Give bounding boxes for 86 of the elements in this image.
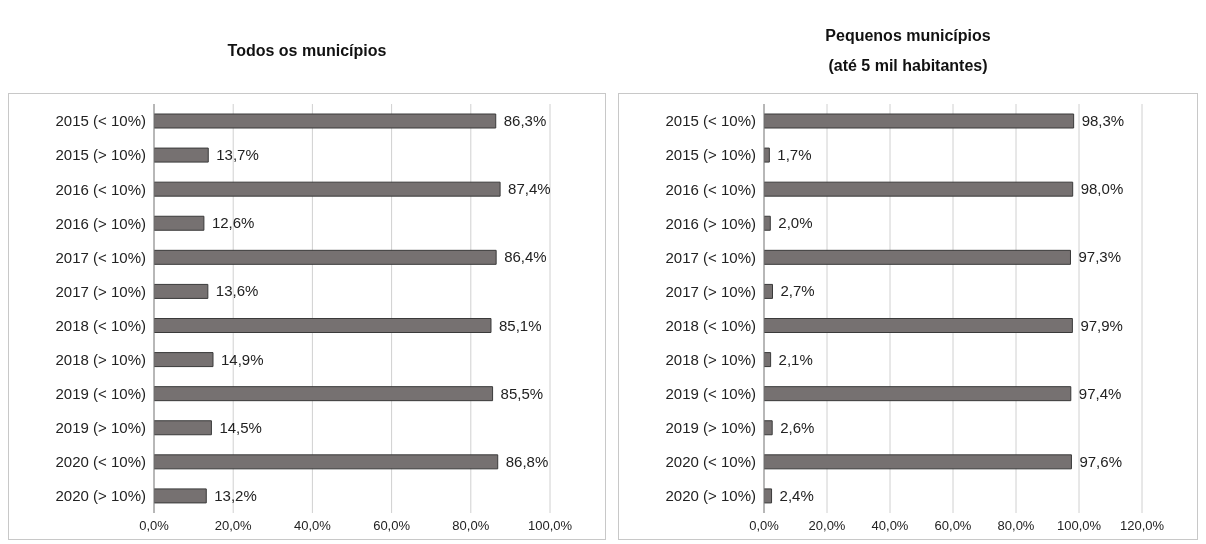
data-label: 13,6% (215, 282, 259, 300)
y-tick-label: 2017 (< 10%) (665, 248, 756, 266)
x-tick-label: 0,0% (749, 518, 780, 534)
data-label: 2,0% (778, 214, 813, 232)
y-tick-label: 2019 (> 10%) (55, 419, 146, 437)
bar (154, 420, 212, 436)
data-label: 86,3% (503, 112, 547, 129)
bar (154, 454, 499, 470)
bar (154, 249, 497, 265)
data-label: 86,8% (505, 452, 549, 470)
y-tick-label: 2019 (< 10%) (55, 385, 146, 403)
bar (764, 318, 1073, 333)
bar (764, 181, 1074, 197)
data-label: 13,2% (214, 486, 257, 504)
bar (764, 488, 773, 504)
y-tick-label: 2017 (> 10%) (55, 282, 146, 300)
bar (154, 181, 501, 197)
data-label: 97,3% (1078, 248, 1122, 266)
bar (154, 113, 497, 129)
chart-subtitle: (até 5 mil habitantes) (828, 55, 988, 76)
y-tick-label: 2017 (> 10%) (665, 282, 756, 300)
chart-title: Todos os municípios (227, 40, 387, 61)
x-tick-label: 20,0% (808, 518, 846, 534)
data-label: 87,4% (508, 180, 551, 198)
data-label: 97,6% (1079, 452, 1122, 470)
y-tick-label: 2020 (< 10%) (665, 453, 756, 471)
bar (154, 488, 207, 504)
data-label: 14,5% (219, 418, 262, 436)
x-tick-label: 60,0% (373, 518, 411, 534)
bar (154, 318, 492, 333)
x-tick-label: 80,0% (997, 518, 1035, 534)
y-tick-label: 2016 (< 10%) (665, 180, 756, 198)
bar (154, 352, 214, 368)
data-label: 2,4% (779, 486, 814, 504)
data-label: 13,7% (216, 146, 259, 164)
bar (154, 215, 205, 231)
y-tick-label: 2018 (< 10%) (665, 316, 756, 334)
bar (154, 386, 494, 402)
data-label: 2,1% (778, 350, 813, 368)
data-label: 98,0% (1080, 180, 1124, 198)
x-tick-label: 80,0% (452, 518, 490, 534)
y-tick-label: 2015 (< 10%) (55, 112, 146, 130)
y-tick-label: 2015 (> 10%) (55, 146, 146, 164)
y-tick-label: 2020 (> 10%) (55, 487, 146, 505)
y-tick-label: 2018 (> 10%) (55, 350, 146, 368)
data-label: 85,5% (500, 384, 544, 402)
bar (764, 386, 1072, 402)
y-tick-label: 2015 (< 10%) (665, 112, 756, 130)
data-label: 2,6% (780, 418, 815, 436)
y-tick-label: 2020 (< 10%) (55, 453, 146, 471)
y-tick-label: 2018 (> 10%) (665, 350, 756, 368)
y-tick-label: 2019 (> 10%) (665, 419, 756, 437)
bar (154, 147, 209, 163)
y-tick-label: 2015 (> 10%) (665, 146, 756, 164)
x-tick-label: 60,0% (934, 518, 972, 534)
data-label: 97,4% (1078, 384, 1122, 402)
data-label: 14,9% (221, 350, 264, 368)
bar (764, 283, 774, 299)
y-tick-label: 2019 (< 10%) (665, 385, 756, 403)
data-label: 1,7% (777, 146, 812, 164)
data-label: 2,7% (780, 282, 815, 300)
bar (764, 249, 1071, 265)
data-label: 12,6% (211, 214, 255, 232)
y-tick-label: 2016 (< 10%) (55, 180, 146, 198)
bar (764, 147, 770, 163)
chart-title: Pequenos municípios (825, 25, 991, 46)
x-tick-label: 120,0% (1119, 518, 1165, 534)
x-tick-label: 40,0% (871, 518, 909, 534)
y-tick-label: 2017 (< 10%) (55, 248, 146, 266)
y-tick-label: 2020 (> 10%) (665, 487, 756, 505)
bar (764, 420, 773, 436)
y-tick-label: 2016 (> 10%) (665, 214, 756, 232)
y-tick-label: 2016 (> 10%) (55, 214, 146, 232)
y-tick-label: 2018 (< 10%) (55, 316, 146, 334)
x-tick-label: 0,0% (139, 518, 170, 534)
bar (154, 283, 209, 299)
x-tick-label: 100,0% (527, 518, 573, 534)
x-tick-label: 40,0% (293, 518, 332, 534)
x-tick-label: 100,0% (1056, 518, 1102, 534)
data-label: 98,3% (1081, 112, 1125, 129)
x-tick-label: 20,0% (214, 518, 253, 534)
data-label: 97,9% (1080, 316, 1123, 334)
bar (764, 113, 1075, 129)
data-label: 86,4% (504, 248, 547, 266)
bar (764, 454, 1072, 470)
data-label: 85,1% (499, 316, 542, 334)
